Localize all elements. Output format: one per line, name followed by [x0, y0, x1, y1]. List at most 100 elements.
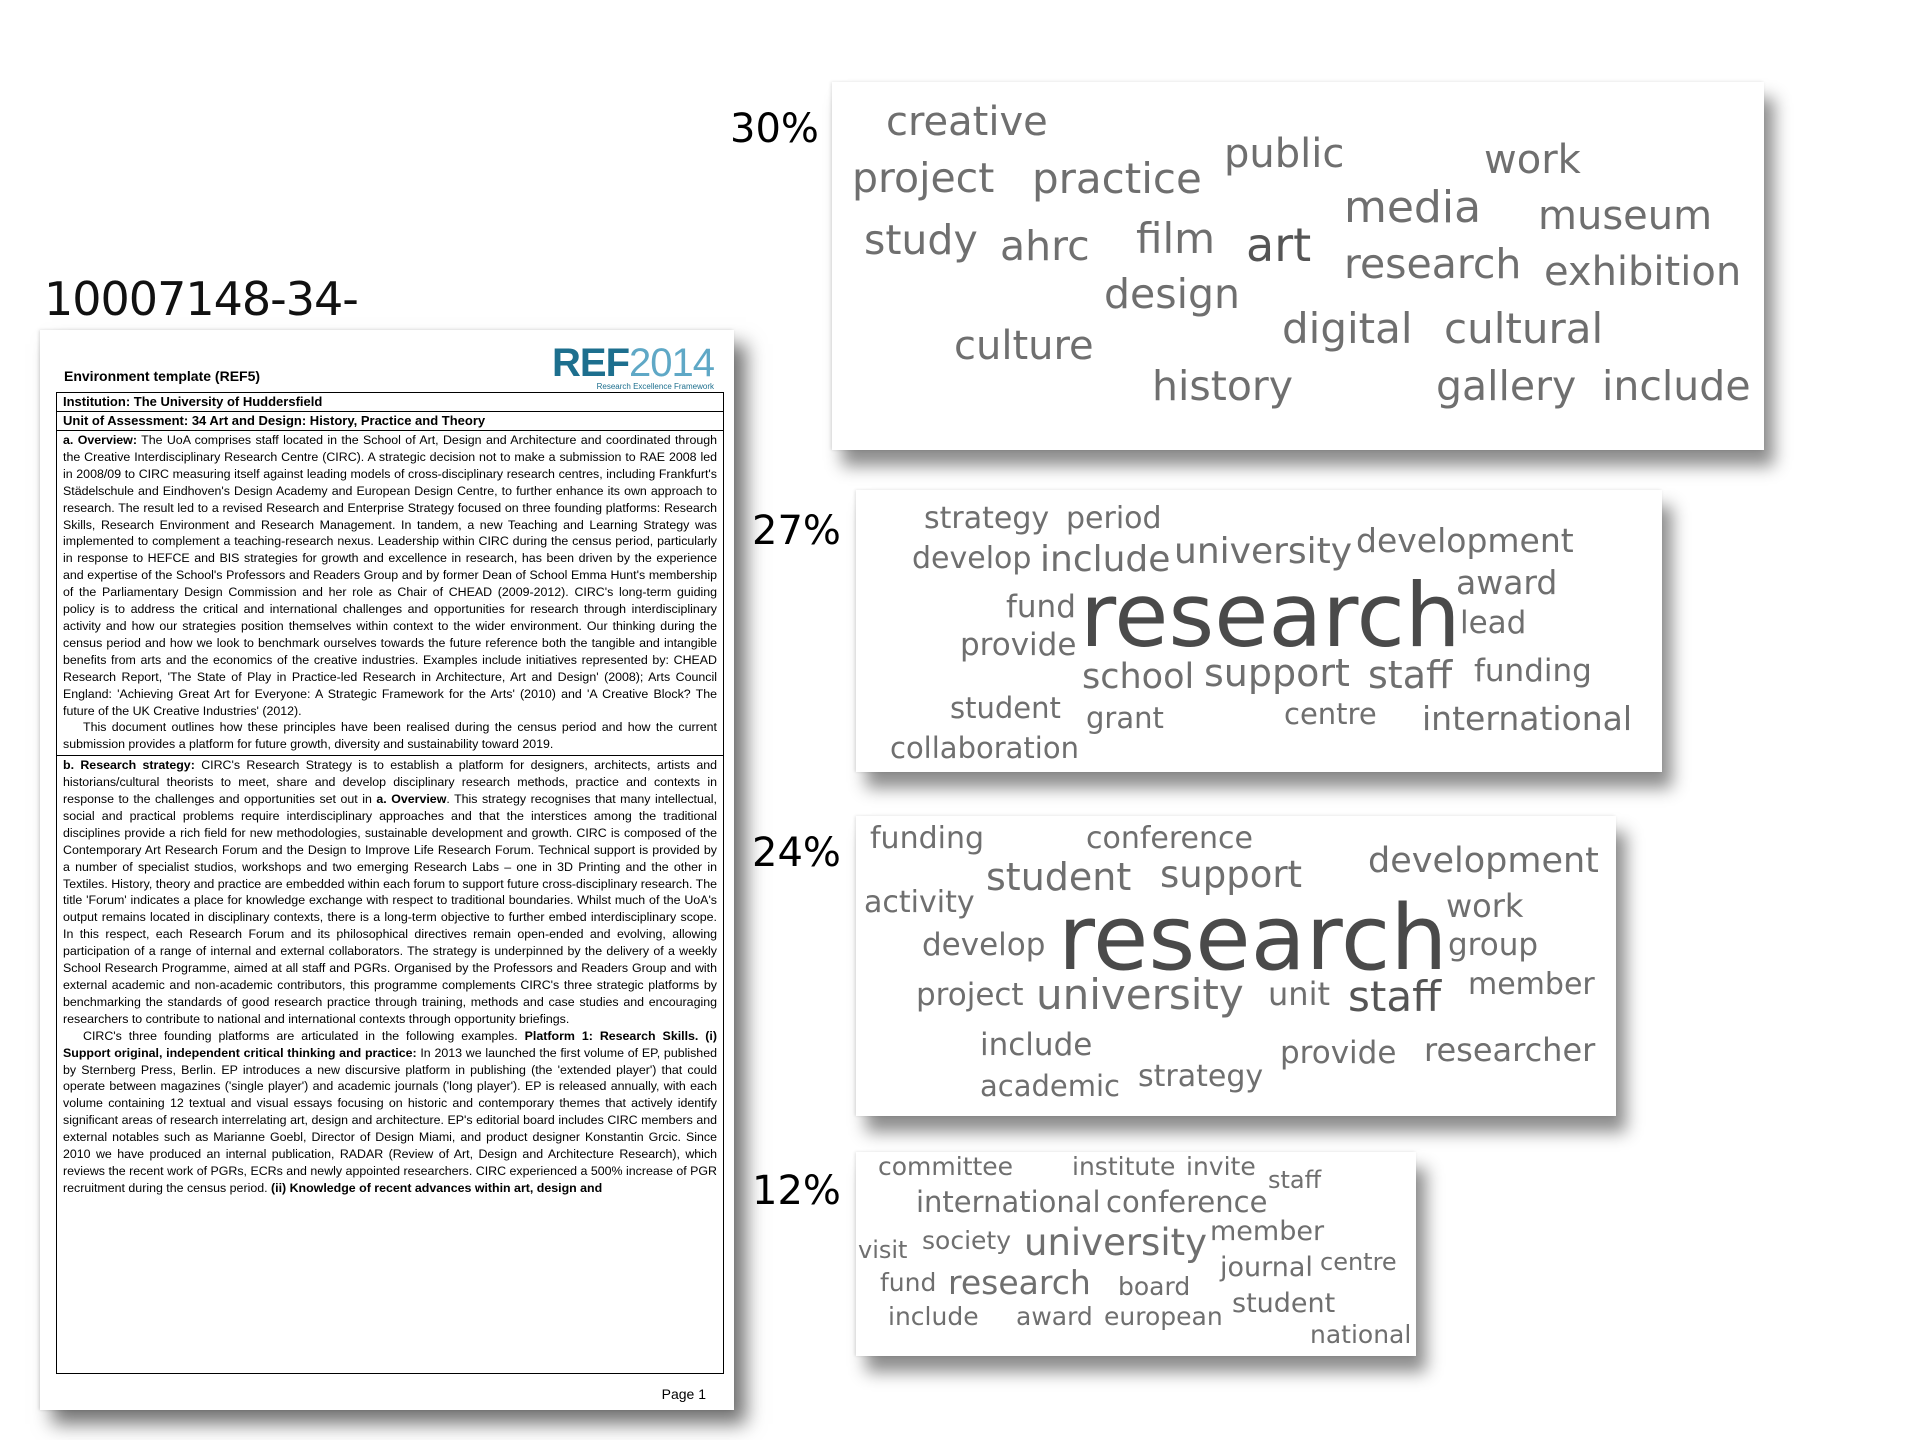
cloud-4-percent: 12%: [752, 1168, 841, 1214]
ref2014-logo: REF2014 Research Excellence Framework: [552, 341, 715, 391]
cloud-word: culture: [954, 323, 1094, 369]
cloud-word: ahrc: [1000, 222, 1090, 270]
cloud-word: research: [1080, 564, 1461, 667]
cloud-word: student: [1232, 1288, 1336, 1319]
cloud-word: board: [1118, 1272, 1191, 1301]
cloud-word: include: [1040, 539, 1171, 580]
cloud-word: project: [916, 977, 1024, 1013]
cloud-word: project: [852, 154, 995, 202]
platform-1-subheading: (ii) Knowledge of recent advances within…: [271, 1180, 603, 1195]
cloud-word: student: [986, 855, 1132, 899]
cloud-word: funding: [1474, 653, 1592, 689]
cloud-word: international: [1422, 699, 1633, 738]
cloud-word: conference: [1106, 1185, 1268, 1219]
cloud-word: practice: [1032, 154, 1202, 203]
cloud-word: activity: [864, 885, 975, 920]
cloud-word: include: [1602, 362, 1751, 410]
cloud-2-percent: 27%: [752, 508, 841, 554]
logo-ref-text: REF: [552, 341, 630, 385]
cloud-word: history: [1152, 362, 1294, 410]
cloud-word: institute: [1072, 1152, 1176, 1181]
cloud-word: work: [1484, 137, 1581, 183]
cloud-word: exhibition: [1544, 249, 1742, 295]
page-number: Page 1: [661, 1386, 706, 1402]
cloud-word: university: [1174, 531, 1353, 572]
cloud-word: include: [888, 1302, 979, 1331]
cloud-word: grant: [1086, 701, 1164, 735]
cloud-word: lead: [1460, 605, 1527, 641]
cloud-word: research: [948, 1263, 1091, 1302]
cloud-word: museum: [1538, 193, 1713, 239]
cloud-word: provide: [1280, 1035, 1397, 1071]
cloud-word: centre: [1284, 697, 1377, 731]
cloud-word: university: [1036, 970, 1244, 1019]
strategy-text-2: . This strategy recognises that many int…: [63, 792, 717, 1026]
cloud-word: journal: [1220, 1252, 1313, 1283]
cloud-word: film: [1136, 214, 1216, 263]
cloud-word: gallery: [1436, 362, 1577, 410]
cloud-word: committee: [878, 1152, 1014, 1181]
cloud-word: invite: [1186, 1152, 1256, 1181]
cloud-word: cultural: [1444, 304, 1604, 353]
overview-text: The UoA comprises staff located in the S…: [63, 433, 718, 718]
cloud-word: conference: [1086, 821, 1253, 856]
cloud-word: development: [1356, 521, 1574, 560]
cloud-word: public: [1224, 131, 1345, 177]
cloud-word: award: [1456, 563, 1558, 602]
cloud-word: strategy: [924, 501, 1050, 536]
cloud-word: collaboration: [890, 731, 1079, 765]
word-cloud-2: strategy period develop include universi…: [856, 490, 1662, 772]
cloud-word: staff: [1368, 653, 1453, 697]
platforms-text-2: In 2013 we launched the first volume of …: [63, 1045, 717, 1195]
cloud-word: support: [1160, 853, 1303, 896]
document-page: Environment template (REF5) REF2014 Rese…: [40, 330, 734, 1410]
logo-year-text: 2014: [629, 341, 715, 385]
cloud-word: visit: [858, 1236, 908, 1264]
cloud-word: national: [1310, 1320, 1412, 1349]
cloud-word: art: [1246, 218, 1312, 272]
cloud-word: media: [1344, 182, 1482, 233]
cloud-word: international: [916, 1185, 1101, 1219]
cloud-word: support: [1204, 651, 1350, 695]
institution-row: Institution: The University of Huddersfi…: [57, 393, 723, 412]
document-body-box: Institution: The University of Huddersfi…: [56, 392, 724, 1374]
cloud-word: fund: [880, 1268, 937, 1297]
document-id: 10007148-34-: [44, 272, 359, 326]
cloud-word: student: [950, 691, 1061, 725]
cloud-word: include: [980, 1027, 1093, 1063]
cloud-word: academic: [980, 1069, 1120, 1103]
cloud-word: creative: [886, 99, 1048, 145]
cloud-word: society: [922, 1226, 1011, 1255]
cloud-word: research: [1058, 886, 1448, 991]
overview-text-2: This document outlines how these princip…: [63, 720, 717, 752]
cloud-word: european: [1104, 1302, 1223, 1331]
cloud-word: member: [1210, 1216, 1325, 1247]
cloud-word: university: [1024, 1221, 1208, 1264]
cloud-word: provide: [960, 627, 1077, 663]
cloud-word: staff: [1268, 1166, 1322, 1194]
cloud-word: group: [1448, 927, 1539, 963]
cloud-word: study: [864, 216, 978, 264]
word-cloud-3: funding conference development student s…: [856, 816, 1616, 1116]
cloud-word: award: [1016, 1302, 1093, 1331]
cloud-3-percent: 24%: [752, 830, 841, 876]
unit-row: Unit of Assessment: 34 Art and Design: H…: [57, 412, 723, 431]
overview-section: a. Overview: The UoA comprises staff loc…: [57, 431, 723, 757]
cloud-word: unit: [1268, 975, 1330, 1013]
logo-subtitle: Research Excellence Framework: [596, 382, 714, 391]
cloud-word: school: [1082, 657, 1195, 697]
platform-1-heading: Platform 1: Research Skills. (i) Support…: [63, 1028, 718, 1060]
strategy-bold-ref: a. Overview: [376, 792, 447, 807]
cloud-word: researcher: [1424, 1031, 1596, 1069]
overview-heading: a. Overview:: [63, 433, 137, 447]
page-header: Environment template (REF5): [64, 368, 261, 384]
cloud-word: centre: [1320, 1248, 1397, 1276]
cloud-word: period: [1066, 501, 1162, 536]
cloud-word: develop: [912, 541, 1032, 576]
strategy-section: b. Research strategy: CIRC's Research St…: [57, 756, 723, 1199]
strategy-heading: b. Research strategy:: [63, 758, 195, 773]
cloud-word: digital: [1282, 304, 1413, 353]
cloud-word: development: [1368, 841, 1599, 881]
strategy-text-1: CIRC's Research Strategy is to establish…: [63, 758, 717, 807]
platforms-text-1: CIRC's three founding platforms are arti…: [83, 1028, 518, 1043]
